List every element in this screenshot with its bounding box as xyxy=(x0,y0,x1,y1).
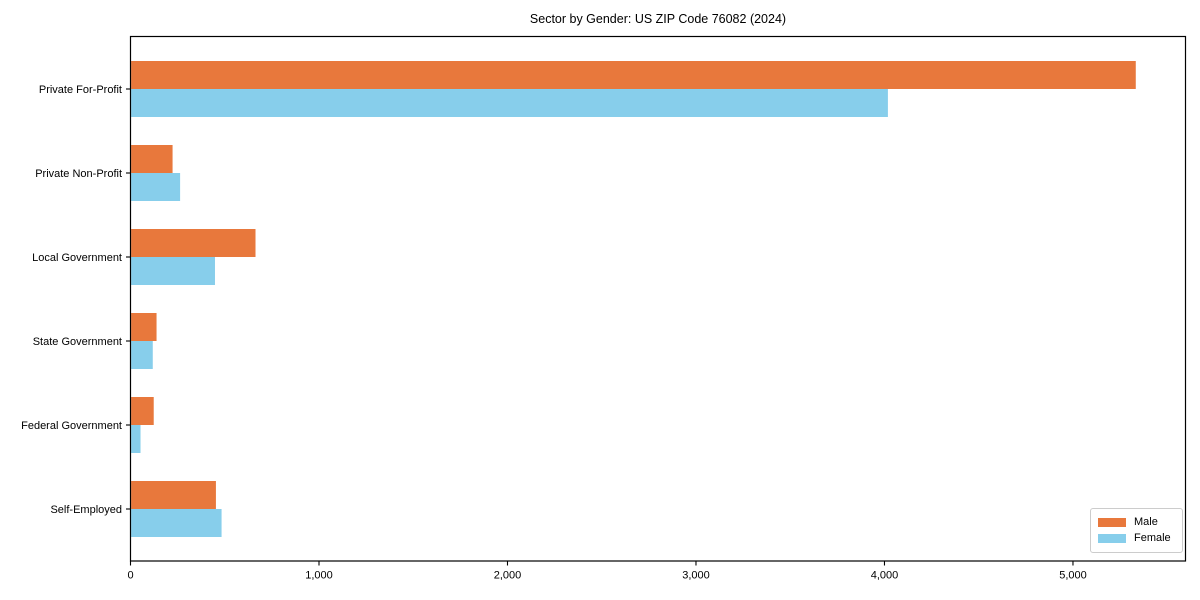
bar-male-2 xyxy=(131,229,256,257)
bar-female-5 xyxy=(131,509,222,537)
x-tick-label: 5,000 xyxy=(1059,570,1087,582)
legend: Male Female xyxy=(1090,508,1183,553)
bar-female-2 xyxy=(131,257,215,285)
x-tick-label: 0 xyxy=(127,570,133,582)
y-tick-label: State Government xyxy=(33,336,122,348)
y-tick-label: Private For-Profit xyxy=(39,84,122,96)
bar-female-3 xyxy=(131,341,153,369)
y-tick-label: Federal Government xyxy=(21,420,122,432)
bar-male-5 xyxy=(131,481,216,509)
legend-label-female: Female xyxy=(1134,532,1171,544)
bar-female-0 xyxy=(131,89,888,117)
plot-frame xyxy=(129,35,1187,562)
bar-male-0 xyxy=(131,61,1136,89)
legend-item-female: Female xyxy=(1098,533,1175,544)
x-tick-label: 4,000 xyxy=(871,570,899,582)
x-tick-label: 2,000 xyxy=(494,570,522,582)
bar-female-1 xyxy=(131,173,181,201)
x-tick-label: 3,000 xyxy=(682,570,710,582)
legend-item-male: Male xyxy=(1098,517,1175,528)
legend-swatch-male-icon xyxy=(1098,518,1126,527)
bar-male-3 xyxy=(131,313,157,341)
bar-male-4 xyxy=(131,397,154,425)
y-tick-label: Private Non-Profit xyxy=(35,168,122,180)
y-tick-label: Self-Employed xyxy=(50,504,122,516)
y-tick-label: Local Government xyxy=(32,252,122,264)
bar-male-1 xyxy=(131,145,173,173)
chart-title: Sector by Gender: US ZIP Code 76082 (202… xyxy=(529,12,787,26)
legend-label-male: Male xyxy=(1134,516,1158,528)
x-tick-label: 1,000 xyxy=(305,570,333,582)
bar-female-4 xyxy=(131,425,141,453)
legend-swatch-female-icon xyxy=(1098,534,1126,543)
